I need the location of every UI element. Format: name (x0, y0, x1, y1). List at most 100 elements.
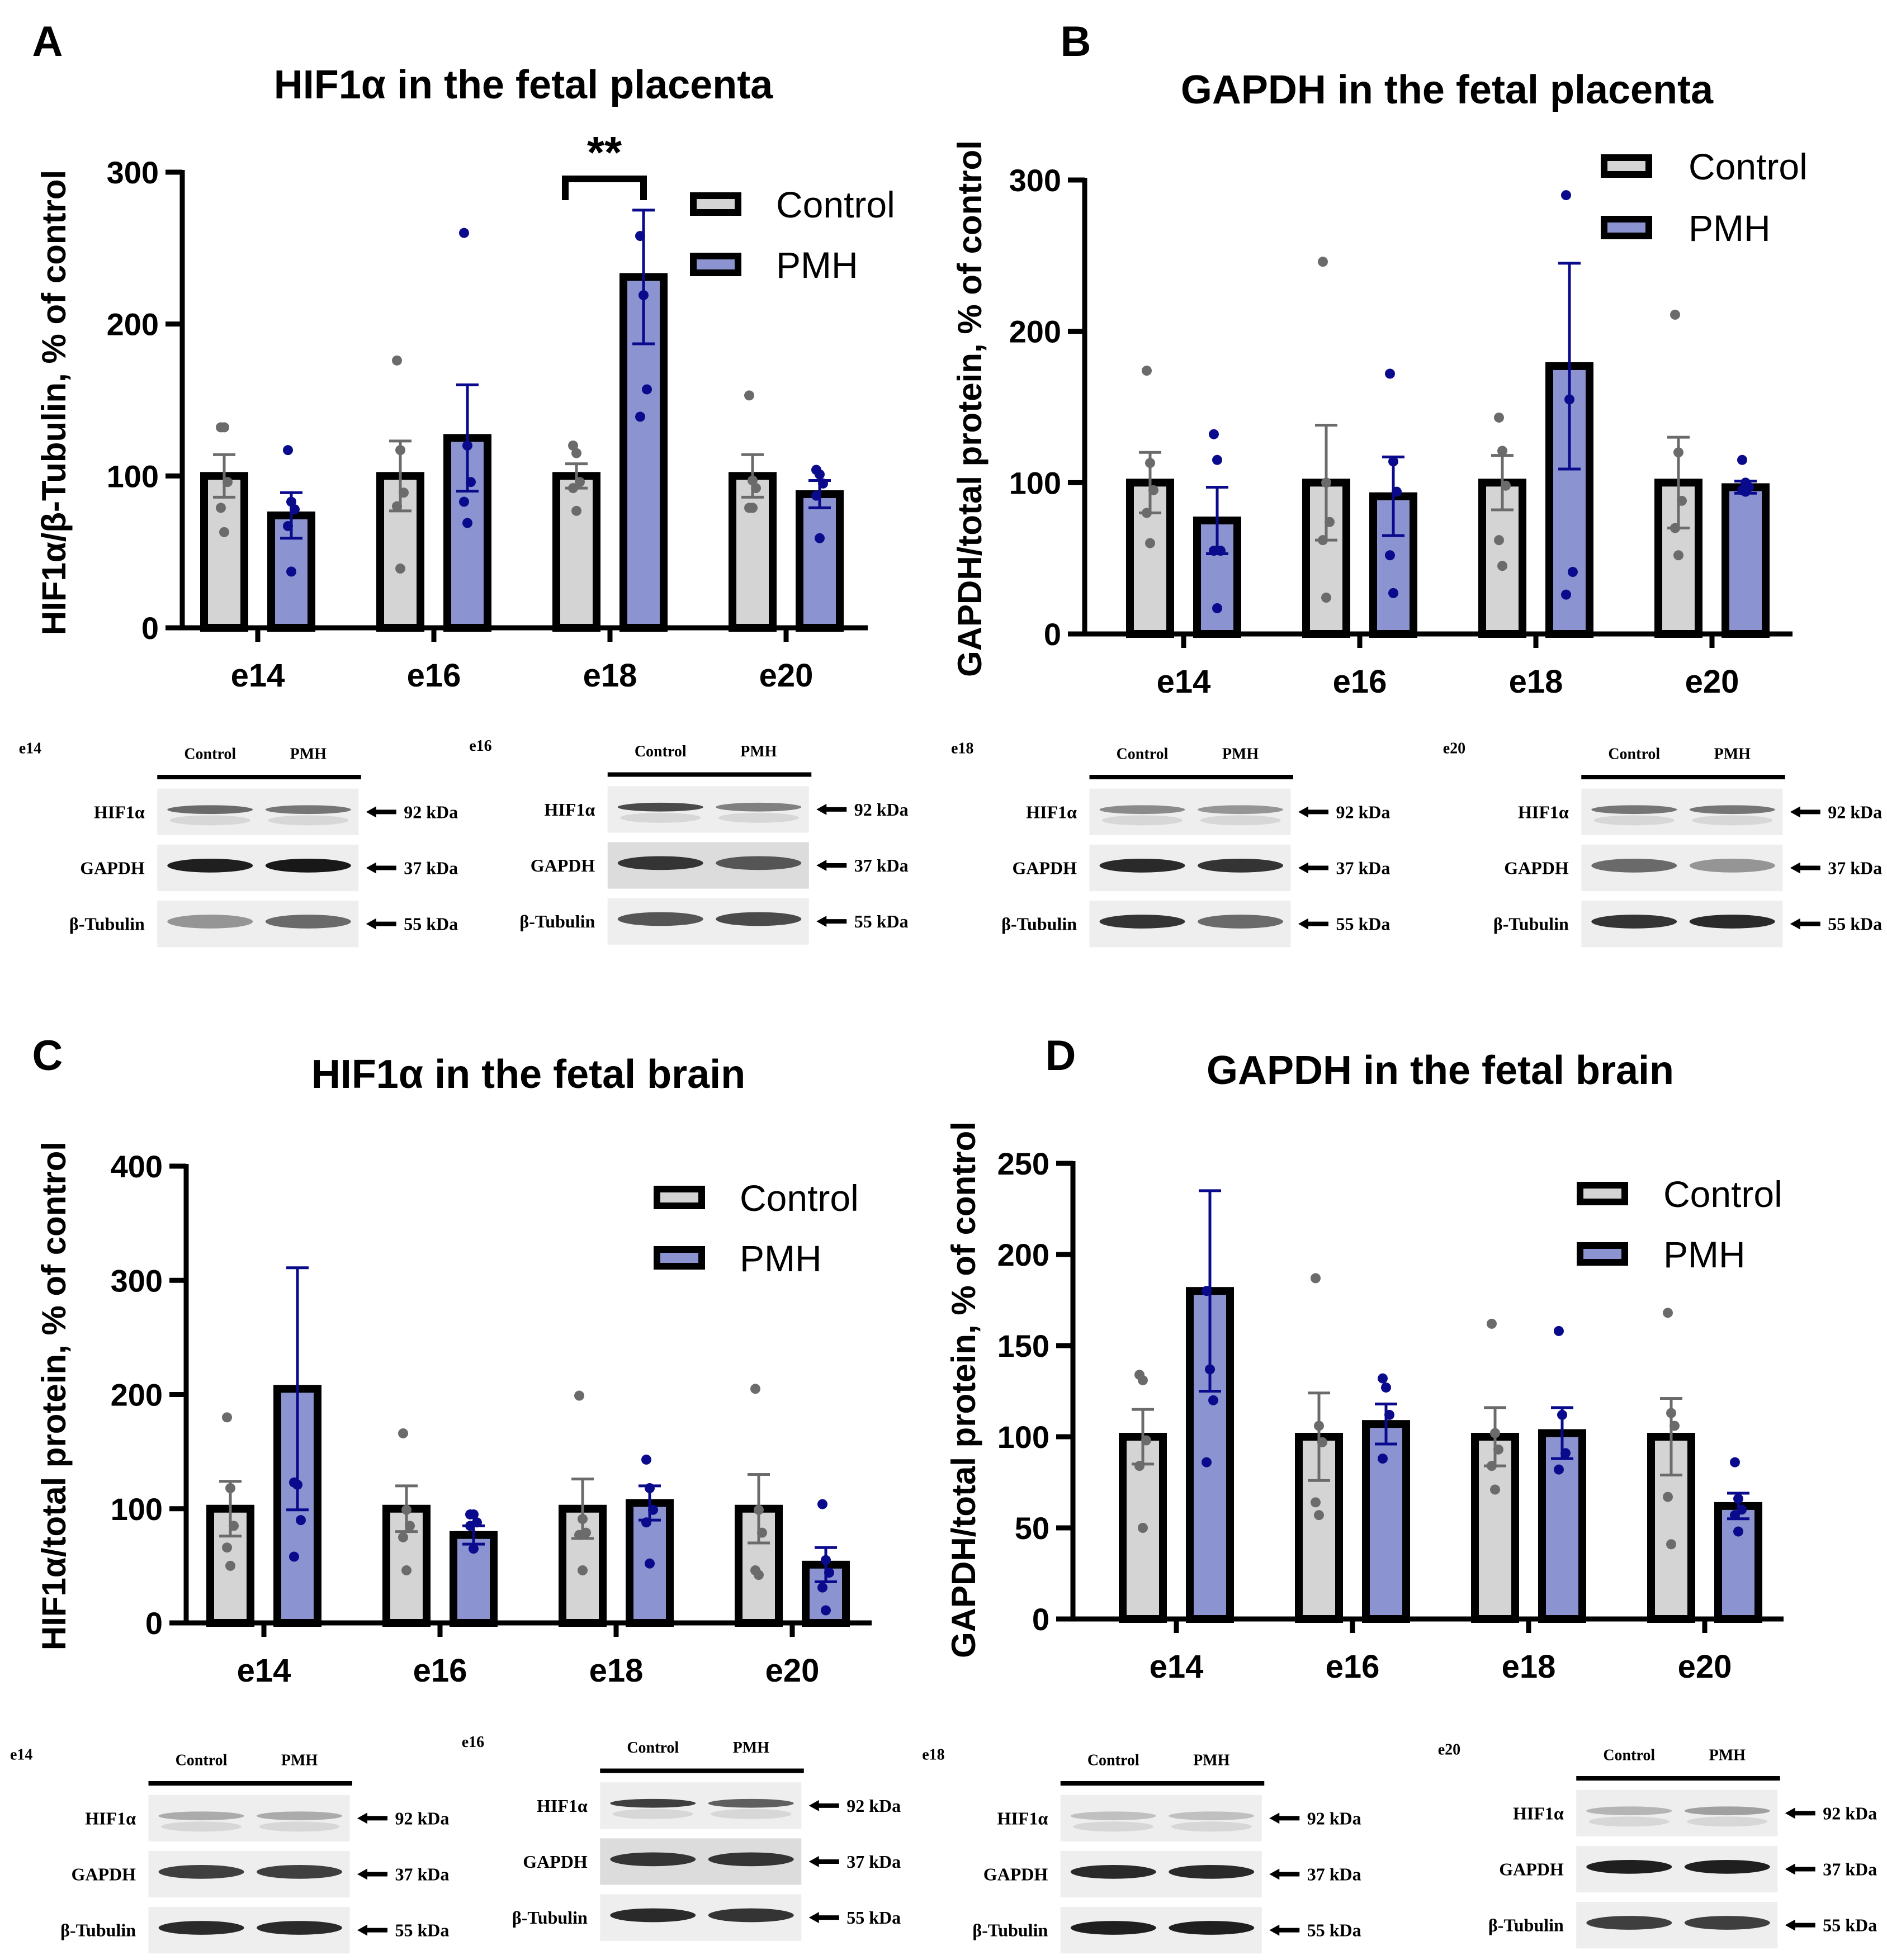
blot-row-label: HIF1α (997, 1808, 1048, 1828)
data-point (641, 1454, 651, 1465)
protein-band (259, 1821, 340, 1832)
lane-label-control: Control (627, 1739, 679, 1757)
protein-band (1099, 915, 1185, 929)
x-tick-label: e20 (765, 1653, 820, 1689)
data-point (744, 390, 754, 401)
data-point (289, 1551, 299, 1562)
legend-label-pmh: PMH (776, 244, 858, 286)
blot-stage-label: e20 (1438, 1741, 1460, 1759)
bar-pmh-e18 (1538, 1429, 1586, 1623)
protein-band (1586, 1916, 1672, 1930)
data-point (465, 1521, 475, 1531)
x-tick-label: e16 (1333, 664, 1387, 700)
protein-band (610, 1852, 696, 1867)
y-tick-label: 0 (141, 610, 159, 646)
blot-row-label: GAPDH (1499, 1859, 1564, 1879)
x-tick-label: e20 (1678, 1649, 1732, 1685)
data-point (1385, 550, 1395, 561)
lane-header-bar (1581, 775, 1785, 779)
data-point (1317, 1437, 1327, 1447)
protein-band (1070, 1864, 1156, 1879)
data-point (1141, 1435, 1151, 1446)
data-point (466, 477, 476, 487)
protein-band (617, 912, 703, 926)
western-blot-placenta-e18: e18 Control PMH HIF1α 92 kDa GAPDH 37 kDa β-Tub… (951, 740, 1390, 948)
bar-pmh-e20 (1714, 1502, 1762, 1623)
protein-band (610, 1798, 696, 1808)
protein-band (1586, 1806, 1672, 1816)
protein-band (716, 802, 802, 812)
bar-control-e20 (729, 472, 777, 632)
data-point (1733, 1493, 1743, 1504)
blot-row-label: β-Tubulin (519, 911, 595, 931)
data-point (290, 504, 300, 515)
blot-row-label: β-Tubulin (972, 1920, 1048, 1940)
blot-row-label: β-Tubulin (512, 1907, 588, 1928)
molecular-weight-label: 37 kDa (1307, 1864, 1361, 1885)
y-tick-label: 200 (107, 307, 159, 342)
protein-band (1099, 858, 1185, 873)
data-point (283, 445, 293, 456)
data-point (459, 496, 469, 507)
blot-row-label: HIF1α (94, 802, 145, 822)
blot-row-label: GAPDH (1504, 858, 1569, 878)
data-point (1494, 535, 1504, 546)
bar-pmh-e20 (796, 490, 844, 632)
y-tick-label: 150 (997, 1328, 1049, 1364)
data-point (642, 384, 652, 395)
data-point (1730, 1457, 1740, 1467)
lane-label-control: Control (635, 743, 687, 760)
data-point (1673, 447, 1683, 458)
blot-row-label: HIF1α (1026, 802, 1077, 822)
arrow-left-icon (1785, 1807, 1815, 1819)
protein-band (1689, 915, 1775, 929)
protein-band (158, 1811, 244, 1821)
x-tick-label: e20 (759, 657, 814, 694)
data-point (571, 505, 581, 516)
arrow-left-icon (357, 1868, 387, 1880)
data-point (578, 1565, 588, 1576)
protein-band (167, 805, 253, 815)
data-point (648, 1504, 658, 1515)
x-tick-label: e20 (1685, 664, 1739, 700)
blot-row-label: β-Tubulin (60, 1920, 136, 1940)
data-point (815, 533, 825, 543)
y-tick-label: 200 (111, 1377, 163, 1413)
data-point (1311, 1273, 1321, 1284)
data-point (1493, 1444, 1503, 1455)
y-axis-label: GAPDH/total protein, % of control (945, 1121, 982, 1658)
protein-band (1169, 1864, 1255, 1879)
data-point (1208, 1395, 1218, 1405)
data-point (811, 490, 821, 501)
arrow-left-icon (1269, 1868, 1300, 1880)
blot-stage-label: e18 (951, 740, 973, 758)
protein-band (1689, 858, 1775, 873)
data-point (571, 448, 581, 458)
data-point (757, 1527, 767, 1538)
y-tick-label: 200 (997, 1237, 1049, 1272)
data-point (817, 1582, 827, 1593)
data-point (283, 520, 293, 531)
legend-swatch-control (1577, 1182, 1628, 1205)
blot-stage-label: e14 (10, 1746, 32, 1764)
data-point (635, 411, 645, 422)
data-point (1138, 1523, 1148, 1533)
data-point (1677, 495, 1687, 506)
data-point (469, 1509, 479, 1519)
data-point (1212, 455, 1222, 465)
blot-stage-label: e20 (1443, 740, 1465, 758)
data-point (1561, 190, 1571, 201)
data-point (574, 1530, 584, 1540)
arrow-left-icon (1298, 918, 1328, 930)
data-point (1314, 1421, 1324, 1431)
panel-letter: D (1046, 1032, 1076, 1080)
lane-label-pmh: PMH (1222, 746, 1259, 763)
data-point (635, 231, 645, 242)
data-point (1557, 1409, 1567, 1420)
data-point (229, 1521, 239, 1531)
data-point (748, 475, 758, 486)
legend-swatch-pmh (690, 253, 741, 276)
legend-swatch-control (1601, 154, 1652, 178)
arrow-left-icon (1269, 1812, 1300, 1824)
data-point (1145, 458, 1155, 468)
